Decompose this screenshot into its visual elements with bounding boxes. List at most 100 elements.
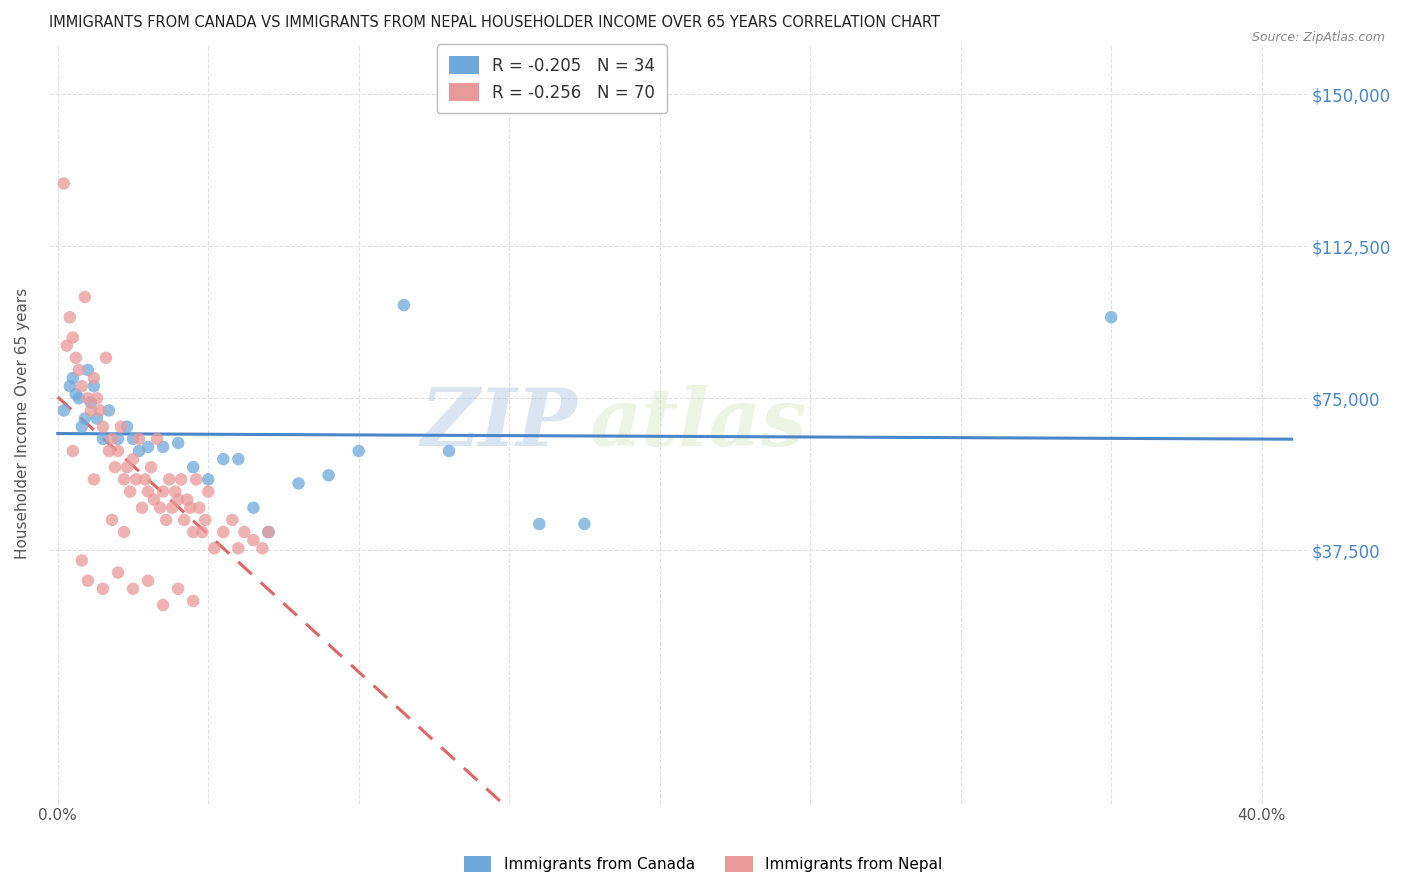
Point bbox=[110, 419, 132, 434]
Point bbox=[233, 524, 256, 539]
Point bbox=[194, 513, 217, 527]
Point bbox=[112, 472, 135, 486]
Point bbox=[73, 290, 96, 304]
Point bbox=[155, 513, 177, 527]
Point bbox=[91, 432, 114, 446]
Point bbox=[70, 419, 93, 434]
Point bbox=[76, 574, 98, 588]
Point bbox=[122, 582, 145, 596]
Point bbox=[101, 432, 124, 446]
Point bbox=[131, 500, 153, 515]
Point bbox=[152, 484, 174, 499]
Point bbox=[101, 513, 124, 527]
Point bbox=[107, 566, 129, 580]
Text: atlas: atlas bbox=[589, 384, 807, 462]
Point bbox=[115, 419, 138, 434]
Point bbox=[80, 403, 103, 417]
Point bbox=[170, 472, 193, 486]
Point bbox=[107, 444, 129, 458]
Point bbox=[65, 351, 87, 365]
Point bbox=[122, 452, 145, 467]
Point bbox=[97, 403, 120, 417]
Point bbox=[318, 468, 340, 483]
Point bbox=[107, 432, 129, 446]
Point bbox=[252, 541, 274, 556]
Point bbox=[221, 513, 243, 527]
Point bbox=[186, 472, 208, 486]
Point bbox=[56, 338, 79, 352]
Point bbox=[52, 403, 75, 417]
Point bbox=[91, 419, 114, 434]
Y-axis label: Householder Income Over 65 years: Householder Income Over 65 years bbox=[15, 288, 30, 559]
Point bbox=[67, 392, 90, 406]
Point bbox=[115, 460, 138, 475]
Text: Source: ZipAtlas.com: Source: ZipAtlas.com bbox=[1251, 31, 1385, 45]
Point bbox=[212, 524, 235, 539]
Point bbox=[191, 524, 214, 539]
Point bbox=[152, 440, 174, 454]
Point bbox=[83, 371, 105, 385]
Point bbox=[94, 351, 117, 365]
Text: IMMIGRANTS FROM CANADA VS IMMIGRANTS FROM NEPAL HOUSEHOLDER INCOME OVER 65 YEARS: IMMIGRANTS FROM CANADA VS IMMIGRANTS FRO… bbox=[49, 15, 939, 30]
Legend: R = -0.205   N = 34, R = -0.256   N = 70: R = -0.205 N = 34, R = -0.256 N = 70 bbox=[437, 45, 666, 113]
Point bbox=[149, 500, 172, 515]
Point bbox=[143, 492, 166, 507]
Point bbox=[181, 524, 204, 539]
Point bbox=[242, 533, 264, 548]
Point bbox=[136, 440, 159, 454]
Point bbox=[181, 594, 204, 608]
Point bbox=[197, 472, 219, 486]
Point bbox=[91, 582, 114, 596]
Point bbox=[104, 460, 127, 475]
Point bbox=[76, 363, 98, 377]
Point bbox=[287, 476, 309, 491]
Point bbox=[167, 436, 190, 450]
Point bbox=[242, 500, 264, 515]
Point bbox=[136, 484, 159, 499]
Point bbox=[83, 472, 105, 486]
Point bbox=[202, 541, 225, 556]
Point bbox=[160, 500, 183, 515]
Text: ZIP: ZIP bbox=[420, 384, 576, 462]
Point bbox=[176, 492, 198, 507]
Point bbox=[59, 310, 82, 325]
Point bbox=[136, 574, 159, 588]
Point bbox=[112, 524, 135, 539]
Point bbox=[437, 444, 460, 458]
Point bbox=[167, 582, 190, 596]
Point bbox=[181, 460, 204, 475]
Point bbox=[228, 452, 250, 467]
Point bbox=[125, 472, 148, 486]
Point bbox=[76, 392, 98, 406]
Point bbox=[97, 444, 120, 458]
Point bbox=[86, 411, 108, 425]
Point bbox=[118, 484, 141, 499]
Point bbox=[574, 516, 596, 531]
Point bbox=[347, 444, 370, 458]
Point bbox=[80, 395, 103, 409]
Point bbox=[59, 379, 82, 393]
Point bbox=[173, 513, 195, 527]
Point bbox=[83, 379, 105, 393]
Point bbox=[73, 411, 96, 425]
Point bbox=[529, 516, 551, 531]
Point bbox=[89, 403, 111, 417]
Point bbox=[139, 460, 162, 475]
Point bbox=[62, 444, 84, 458]
Point bbox=[165, 484, 187, 499]
Point bbox=[62, 330, 84, 344]
Point bbox=[70, 553, 93, 567]
Point bbox=[146, 432, 169, 446]
Point bbox=[179, 500, 201, 515]
Point bbox=[1099, 310, 1122, 325]
Point bbox=[86, 392, 108, 406]
Point bbox=[62, 371, 84, 385]
Point bbox=[152, 598, 174, 612]
Point bbox=[167, 492, 190, 507]
Point bbox=[70, 379, 93, 393]
Point bbox=[197, 484, 219, 499]
Point bbox=[52, 177, 75, 191]
Point bbox=[228, 541, 250, 556]
Point bbox=[188, 500, 211, 515]
Point bbox=[257, 524, 280, 539]
